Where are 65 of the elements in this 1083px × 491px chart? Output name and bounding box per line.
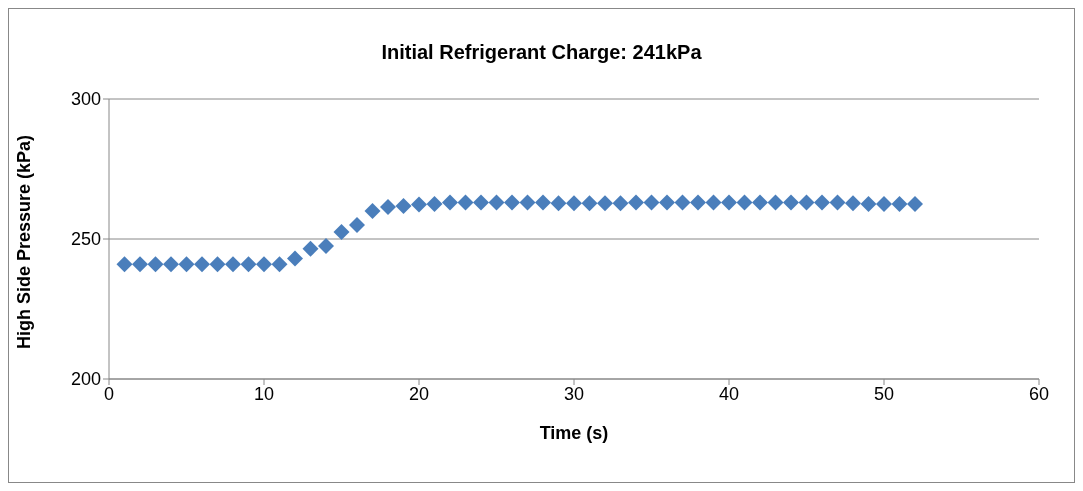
point <box>473 194 489 211</box>
point <box>643 194 660 211</box>
point <box>535 194 551 211</box>
point <box>395 197 412 214</box>
point <box>814 194 830 211</box>
x-tick-label: 0 <box>103 383 115 404</box>
point <box>302 240 319 257</box>
x-tick-label: 20 <box>408 383 430 404</box>
point <box>442 194 458 211</box>
x-tick-label: 10 <box>253 383 275 404</box>
point <box>907 196 923 212</box>
point <box>426 196 443 212</box>
point <box>209 256 226 273</box>
point <box>659 194 675 211</box>
point <box>411 196 427 213</box>
point <box>612 195 629 212</box>
point <box>597 195 613 212</box>
point <box>240 256 257 273</box>
point <box>876 196 892 212</box>
point <box>287 250 303 267</box>
x-axis-title: Time (s) <box>539 423 609 443</box>
x-tick-label: 60 <box>1028 383 1050 404</box>
point <box>178 256 195 273</box>
point <box>566 195 582 212</box>
point <box>349 217 365 233</box>
point <box>318 238 334 254</box>
x-tick-label: 30 <box>563 383 585 404</box>
point <box>690 194 706 211</box>
point <box>380 199 396 216</box>
point <box>736 194 753 211</box>
point <box>147 256 164 273</box>
point <box>364 203 381 219</box>
y-tick-label: 200 <box>70 369 101 390</box>
point <box>721 194 737 211</box>
point <box>674 194 691 211</box>
point <box>752 194 768 211</box>
point <box>163 256 179 273</box>
point <box>194 256 210 273</box>
point <box>798 194 815 211</box>
point <box>271 256 288 273</box>
point <box>891 196 908 212</box>
point <box>829 194 846 211</box>
point <box>628 194 644 211</box>
point <box>256 256 272 273</box>
point <box>767 194 784 211</box>
point <box>705 194 722 211</box>
point <box>581 195 598 212</box>
point <box>550 195 567 212</box>
point <box>519 194 536 211</box>
point <box>845 195 861 212</box>
y-axis-title: High Side Pressure (kPa) <box>14 134 35 349</box>
point <box>488 194 505 211</box>
point <box>783 194 799 211</box>
point <box>116 256 133 273</box>
y-tick-label: 300 <box>70 89 101 110</box>
point <box>504 194 520 211</box>
point <box>225 256 241 273</box>
x-tick-label: 40 <box>718 383 740 404</box>
point <box>132 256 148 273</box>
y-tick-label: 250 <box>70 229 101 250</box>
point <box>333 224 350 240</box>
x-tick-label: 50 <box>873 383 895 404</box>
point <box>457 194 474 211</box>
chart-title: Initial Refrigerant Charge: 241kPa <box>380 41 703 64</box>
point <box>860 196 877 212</box>
